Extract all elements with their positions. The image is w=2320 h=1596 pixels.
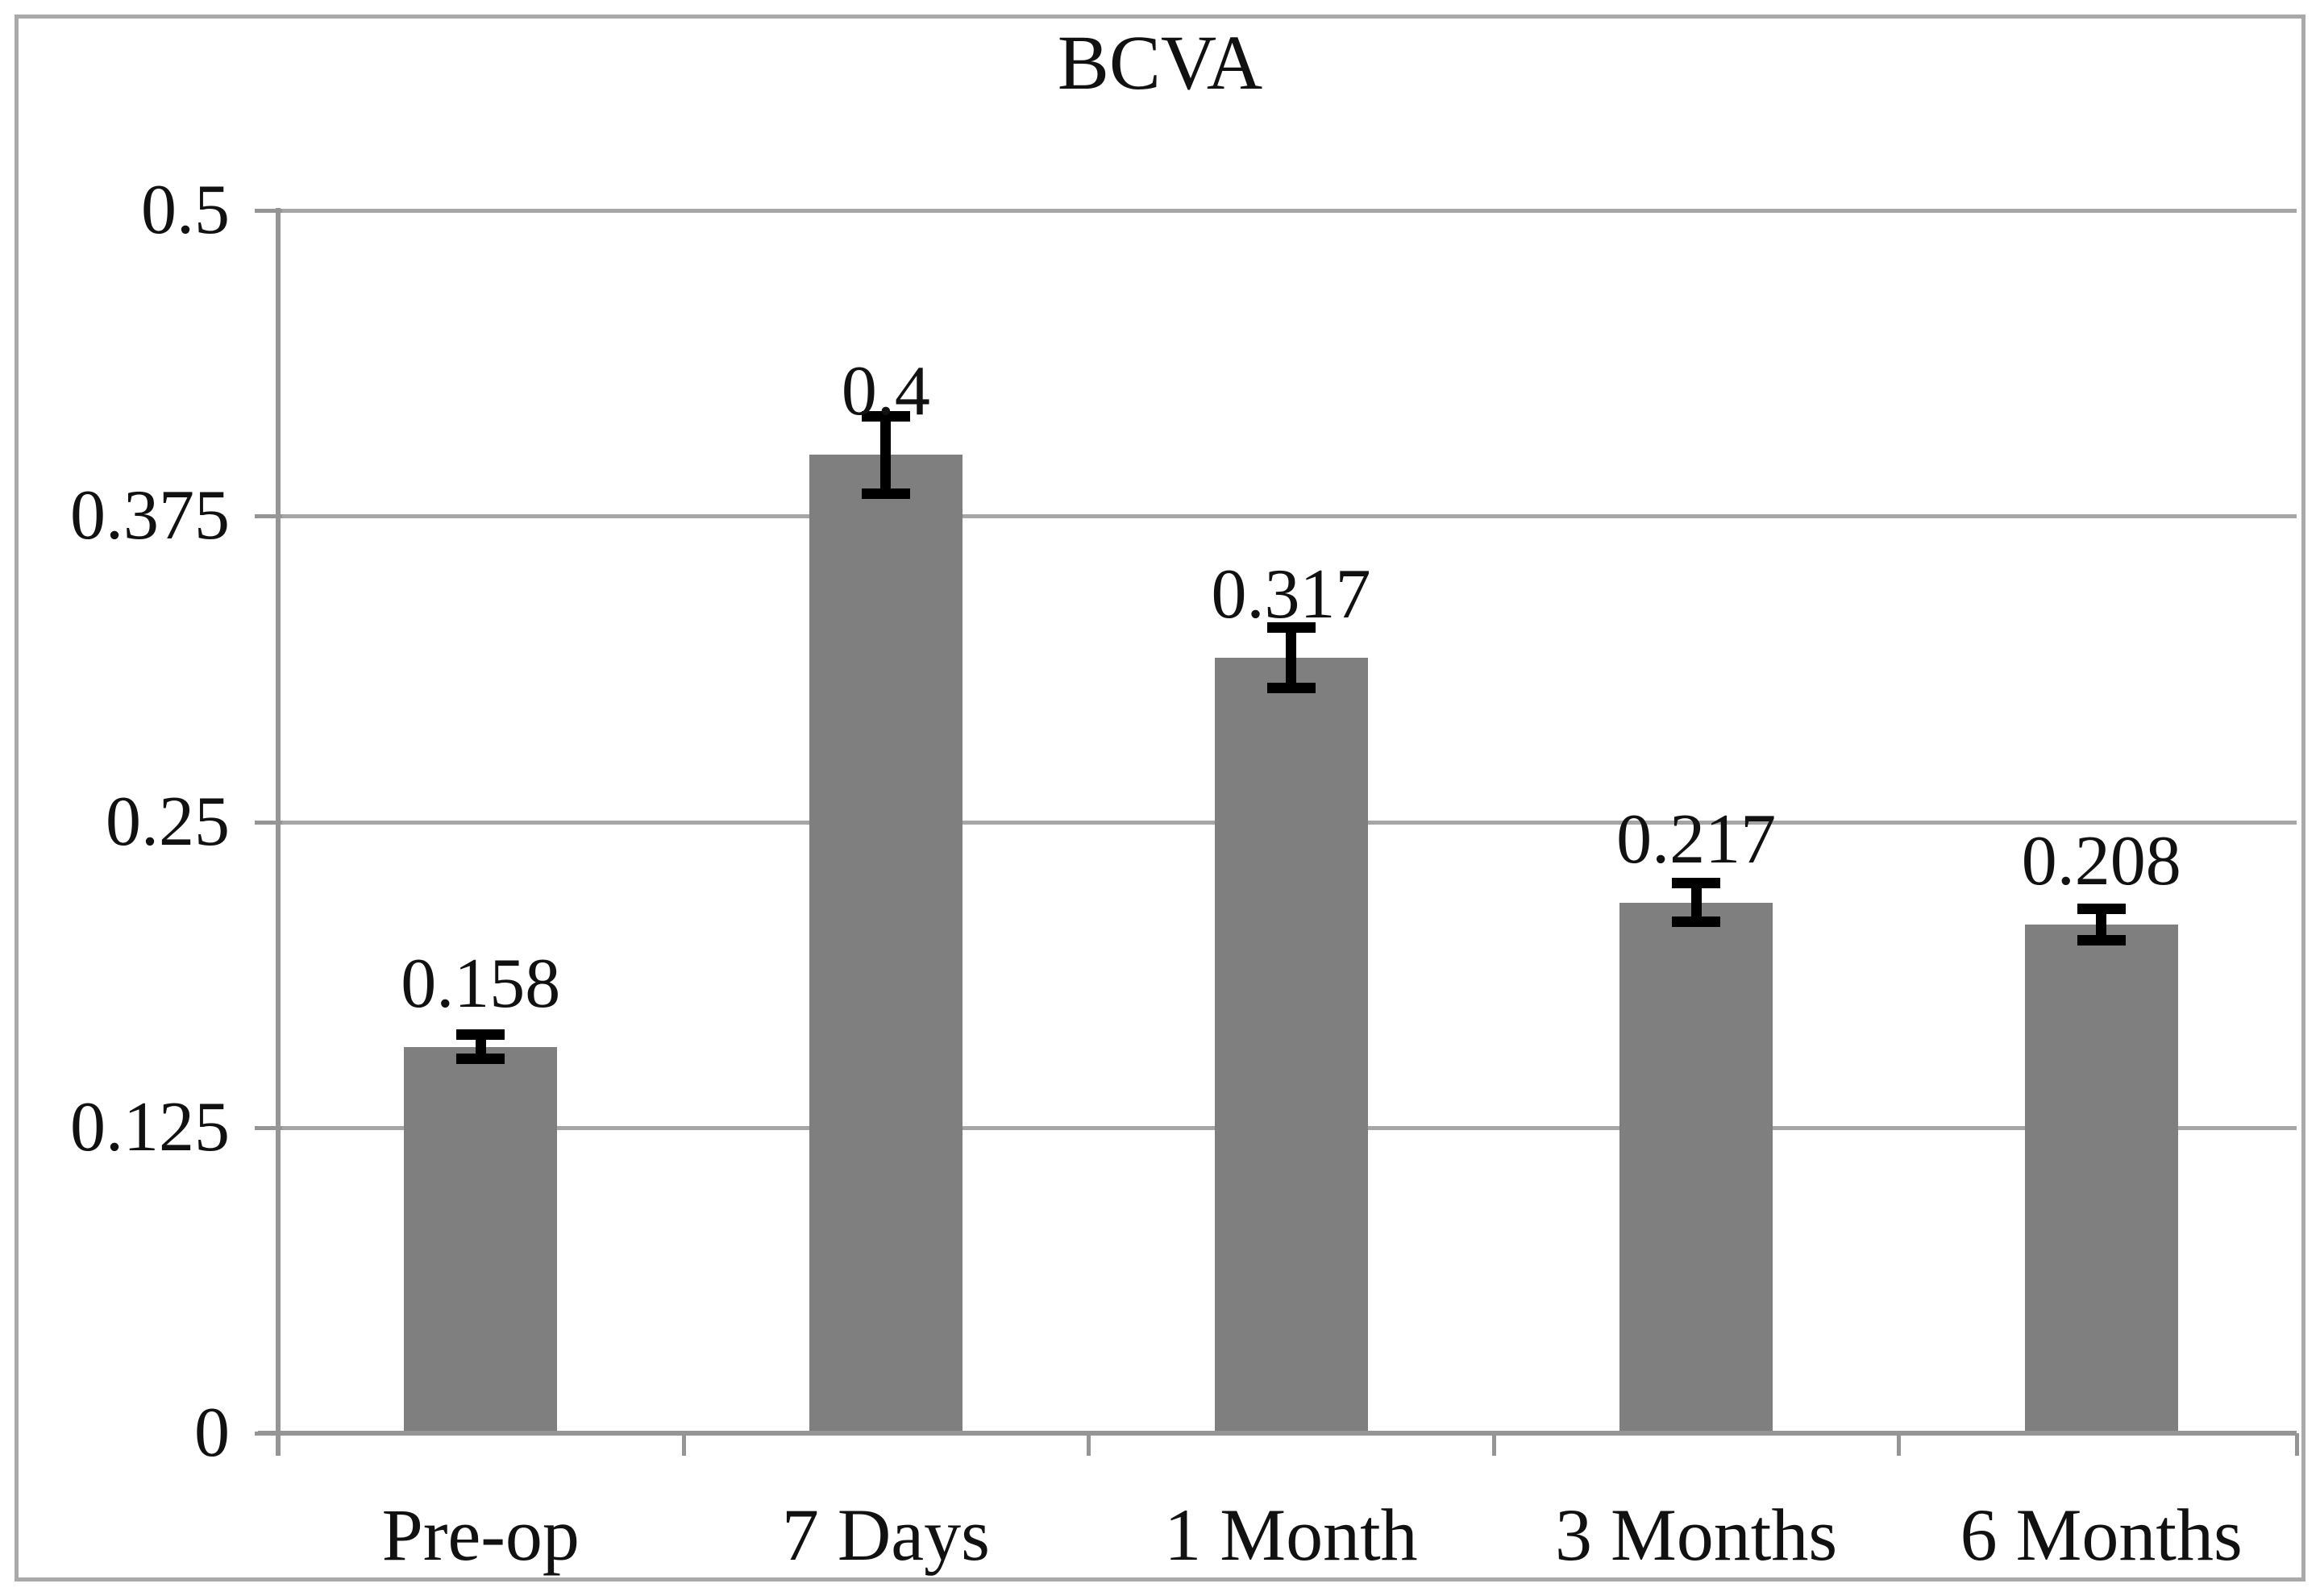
error-bar-top-cap [1672, 878, 1721, 889]
data-label-7 Days: 0.4 [841, 352, 930, 431]
error-bar-bottom-cap [456, 1053, 505, 1064]
data-label-1 Month: 0.317 [1211, 555, 1371, 634]
x-axis-tick [1087, 1433, 1091, 1456]
gridline-0.5 [278, 209, 2297, 213]
y-axis [276, 208, 281, 1456]
y-tick-label: 0.5 [141, 171, 230, 249]
bar-7 Days [809, 455, 963, 1433]
x-category-label-1 Month: 1 Month [1164, 1494, 1418, 1576]
x-axis-tick [681, 1433, 686, 1456]
gridline-0.375 [278, 514, 2297, 519]
bar-6 Months [2024, 924, 2178, 1433]
y-axis-tick [255, 1125, 282, 1130]
bar-Pre-op [404, 1046, 558, 1433]
x-axis-tick [1491, 1433, 1496, 1456]
chart-title: BCVA [1057, 19, 1263, 106]
error-bar-top-cap [1266, 622, 1316, 634]
bar-1 Month [1214, 658, 1368, 1433]
error-bar-bottom-cap [2077, 934, 2126, 946]
error-bar-top-cap [456, 1029, 505, 1041]
y-axis-tick [255, 209, 282, 213]
x-axis-tick [276, 1433, 281, 1456]
x-axis [258, 1431, 2297, 1436]
y-tick-label: 0 [194, 1394, 230, 1472]
y-tick-label: 0.125 [70, 1087, 230, 1166]
x-axis-tick [2295, 1433, 2299, 1456]
error-bar-top-cap [2077, 904, 2126, 915]
error-bar-bottom-cap [1672, 916, 1721, 927]
error-bar-stem [1286, 622, 1296, 694]
x-axis-tick [1897, 1433, 1902, 1456]
x-category-label-6 Months: 6 Months [1960, 1494, 2243, 1576]
y-axis-tick [255, 820, 282, 825]
y-axis-tick [255, 514, 282, 519]
y-tick-label: 0.25 [106, 782, 230, 861]
error-bar-top-cap [861, 410, 910, 422]
chart-outer-frame [15, 15, 2305, 1581]
data-label-3 Months: 0.217 [1616, 800, 1777, 879]
data-label-Pre-op: 0.158 [401, 944, 561, 1023]
error-bar-bottom-cap [1266, 683, 1316, 694]
x-category-label-7 Days: 7 Days [781, 1494, 990, 1576]
error-bar-stem [880, 410, 892, 499]
error-bar-stem [1690, 878, 1702, 927]
error-bar-bottom-cap [861, 488, 910, 499]
x-category-label-3 Months: 3 Months [1555, 1494, 1838, 1576]
x-category-label-Pre-op: Pre-op [381, 1494, 580, 1576]
bar-3 Months [1619, 902, 1773, 1433]
y-tick-label: 0.375 [70, 476, 230, 555]
data-label-6 Months: 0.208 [2021, 821, 2181, 900]
